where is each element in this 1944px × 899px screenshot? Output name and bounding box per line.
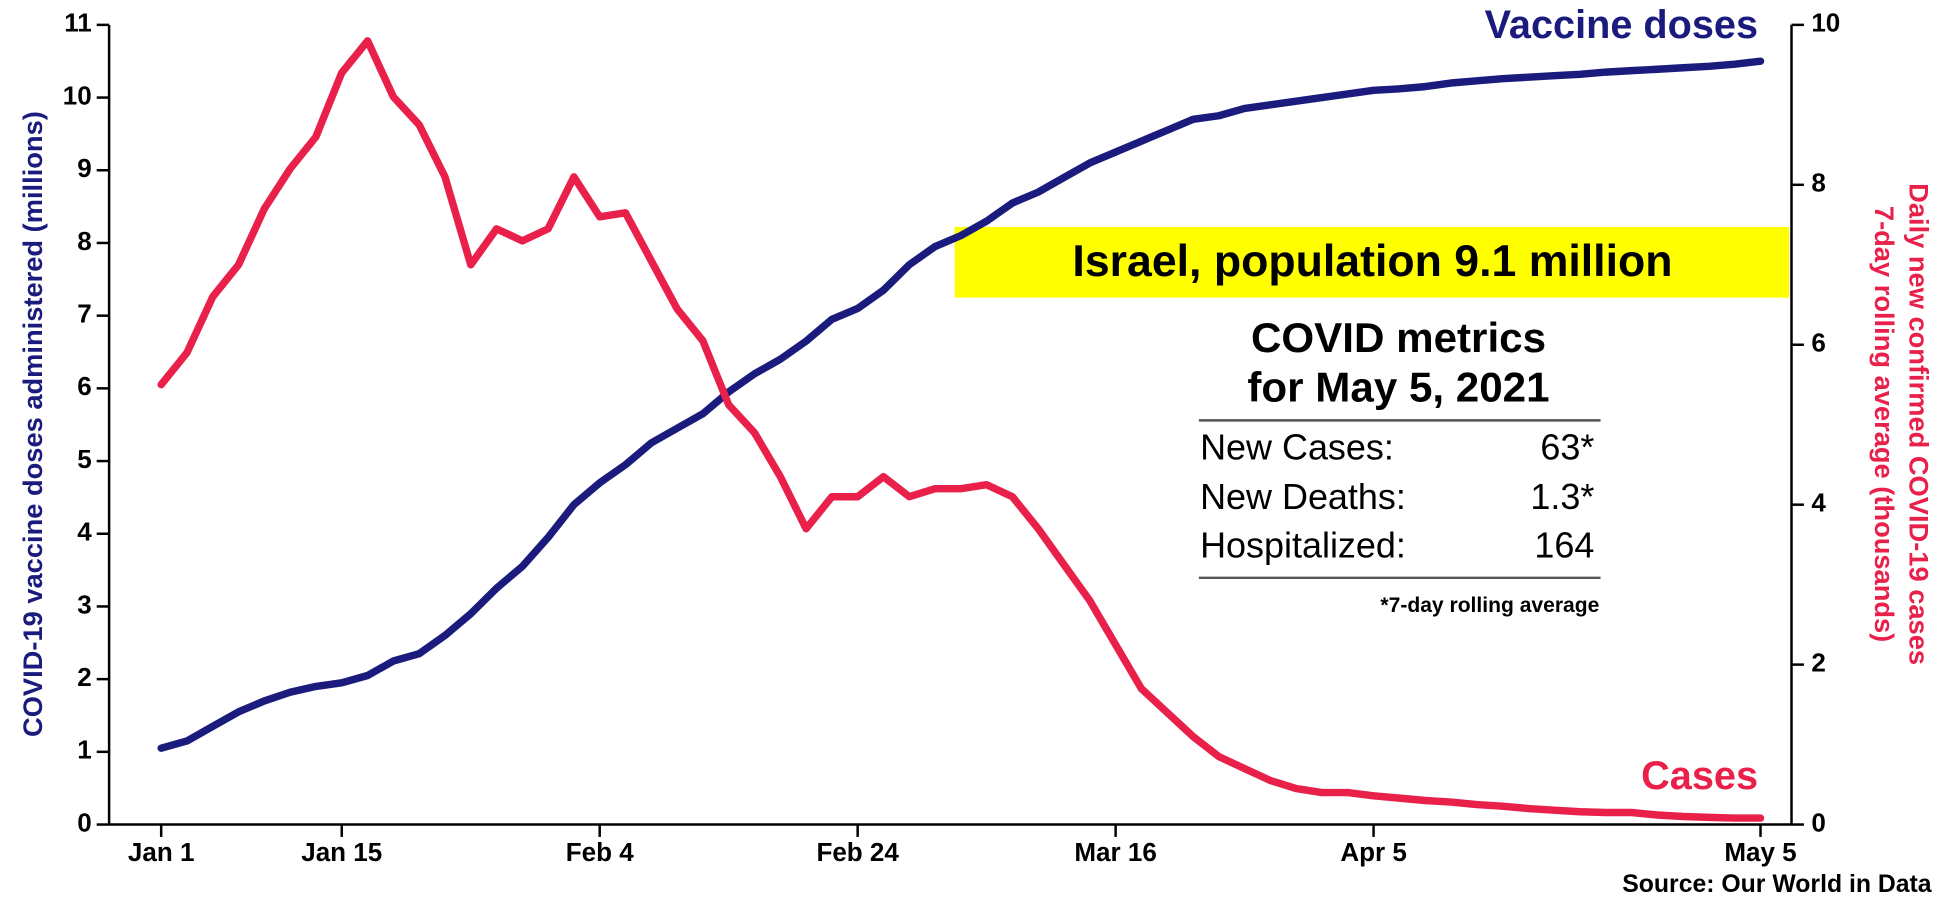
y2-tick-label: 4 [1811,488,1826,518]
y2-axis-label: 7-day rolling average (thousands) [1869,206,1900,642]
legend-label: Cases [1641,754,1758,798]
footnote: *7-day rolling average [1380,594,1599,617]
y2-tick-label: 10 [1811,8,1840,38]
metric-value: 164 [1534,525,1594,566]
series-line [157,57,1765,752]
y-tick-label: 5 [77,444,91,474]
x-tick-label: Feb 24 [816,837,899,867]
series-line [157,37,1765,822]
metrics-title: for May 5, 2021 [1247,364,1549,411]
y-tick-label: 9 [77,153,91,183]
x-tick-label: May 5 [1724,837,1796,867]
y2-axis-label: Daily new confirmed COVID-19 cases [1904,183,1935,665]
y-tick-label: 3 [77,589,91,619]
y2-tick-label: 0 [1811,807,1825,837]
y-tick-label: 7 [77,299,91,329]
y-tick-label: 10 [63,80,92,110]
legend-label: Vaccine doses [1485,3,1758,47]
y-tick-label: 2 [77,662,91,692]
metric-value: 63* [1540,427,1594,468]
y-tick-label: 6 [77,371,91,401]
x-tick-label: Mar 16 [1074,837,1156,867]
y-tick-label: 0 [77,807,91,837]
x-tick-label: Jan 1 [128,837,195,867]
y-tick-label: 4 [77,517,92,547]
y-axis-label: COVID-19 vaccine doses administered (mil… [17,111,48,737]
x-tick-label: Apr 5 [1340,837,1406,867]
y2-tick-label: 8 [1811,168,1825,198]
y-tick-label: 1 [77,735,91,765]
y-tick-label: 8 [77,226,91,256]
metrics-title: COVID metrics [1251,314,1546,361]
y2-tick-label: 6 [1811,328,1825,358]
x-tick-label: Jan 15 [301,837,382,867]
y-tick-label: 11 [64,8,92,38]
source: Source: Our World in Data [1622,871,1932,898]
y2-tick-label: 2 [1811,647,1825,677]
metric-label: New Cases: [1200,427,1394,468]
metric-label: Hospitalized: [1200,525,1406,566]
metric-label: New Deaths: [1200,476,1406,517]
title-box [954,226,1790,298]
x-tick-label: Feb 4 [566,837,634,867]
chart-title: Israel, population 9.1 million [1072,237,1672,286]
metric-value: 1.3* [1530,476,1594,517]
